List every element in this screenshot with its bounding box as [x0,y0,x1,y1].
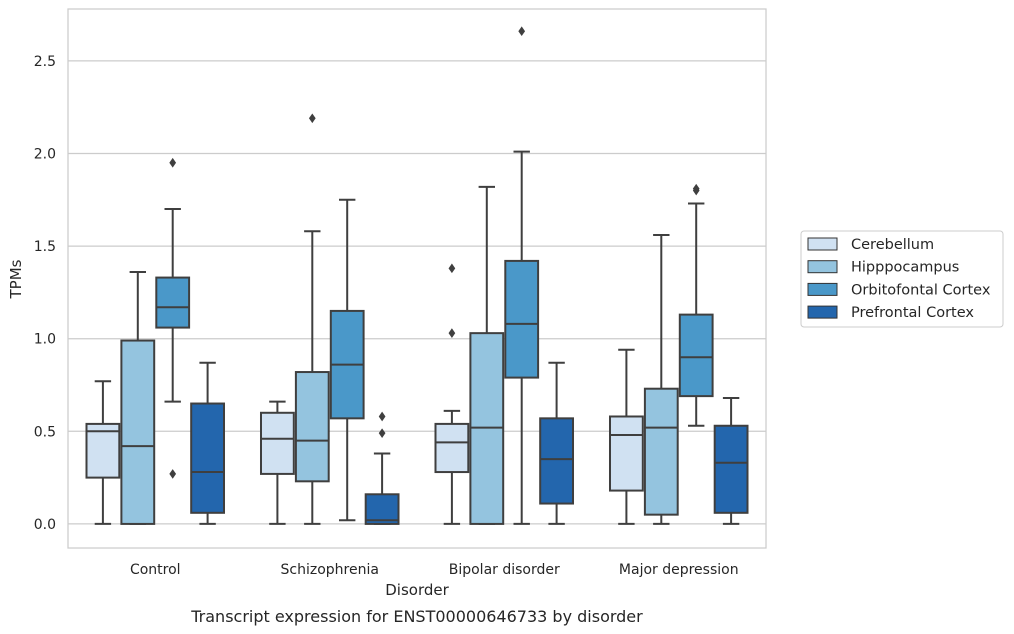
y-axis-label: TPMs [7,259,25,299]
y-tick-label: 1.0 [34,332,56,348]
box-group [678,183,714,427]
box-iqr [504,259,540,379]
y-tick-label: 2.0 [34,146,56,162]
y-tick-label: 1.5 [34,239,56,255]
box-group [294,113,330,525]
legend: Cerebellum Hipppocampus Orbitofontal Corte… [800,230,1004,328]
outlier-point [169,469,177,479]
box-iqr [608,415,644,492]
box-iqr [434,422,470,474]
box-group [329,198,365,522]
legend-entry-label: Orbitofontal Cortex [851,282,991,298]
box-iqr [259,411,295,475]
box-iqr [120,339,156,525]
box-iqr [539,417,575,505]
outlier-point [448,328,456,338]
legend-entry-label: Hipppocampus [851,260,959,276]
box-group [364,411,400,525]
outlier-point [448,263,456,274]
y-tick-label: 0.0 [34,517,56,533]
legend-swatch [807,282,838,296]
box-group [190,361,226,525]
legend-swatch [807,237,838,251]
box-group [469,185,505,525]
box-iqr [190,402,226,514]
x-tick-label: Bipolar disorder [449,562,560,578]
box-group [504,26,540,525]
legend-frame [800,230,1004,328]
box-group [608,348,644,525]
outlier-point [518,26,526,37]
x-tick-label: Major depression [619,562,739,578]
plot-frame [67,8,767,549]
y-tick-label: 0.5 [34,424,56,440]
x-axis-ticks: Control Schizophrenia Bipolar disorder Majo… [130,562,739,578]
box-group [85,380,121,525]
box-group [120,271,156,525]
outlier-point [692,185,700,196]
x-axis-label: Disorder [385,581,449,599]
y-gridlines [68,60,766,525]
box-iqr [643,387,679,516]
box-series [85,26,749,525]
outlier-point [378,428,386,438]
y-tick-label: 2.5 [34,54,56,70]
legend-entry-label: Cerebellum [851,237,934,253]
box-group [155,157,191,479]
box-group [643,233,679,525]
box-group [713,396,749,525]
box-group [259,400,295,525]
box-iqr [155,276,191,329]
outlier-point [169,157,177,168]
box-iqr [294,371,330,483]
box-iqr [85,422,121,479]
x-tick-label: Control [130,562,181,578]
box-group [539,361,575,525]
x-tick-label: Schizophrenia [281,562,379,578]
box-iqr [678,313,714,398]
y-axis-ticks: 0.0 0.5 1.0 1.5 2.0 2.5 [34,54,56,533]
box-iqr [713,424,749,514]
box-group [434,263,470,525]
outlier-point [308,113,316,124]
box-iqr [364,493,400,525]
legend-entry-label: Prefrontal Cortex [851,305,974,321]
legend-swatch [807,260,838,274]
chart-caption: Transcript expression for ENST0000064673… [190,607,643,626]
outlier-point [378,411,386,422]
legend-swatch [807,305,838,319]
